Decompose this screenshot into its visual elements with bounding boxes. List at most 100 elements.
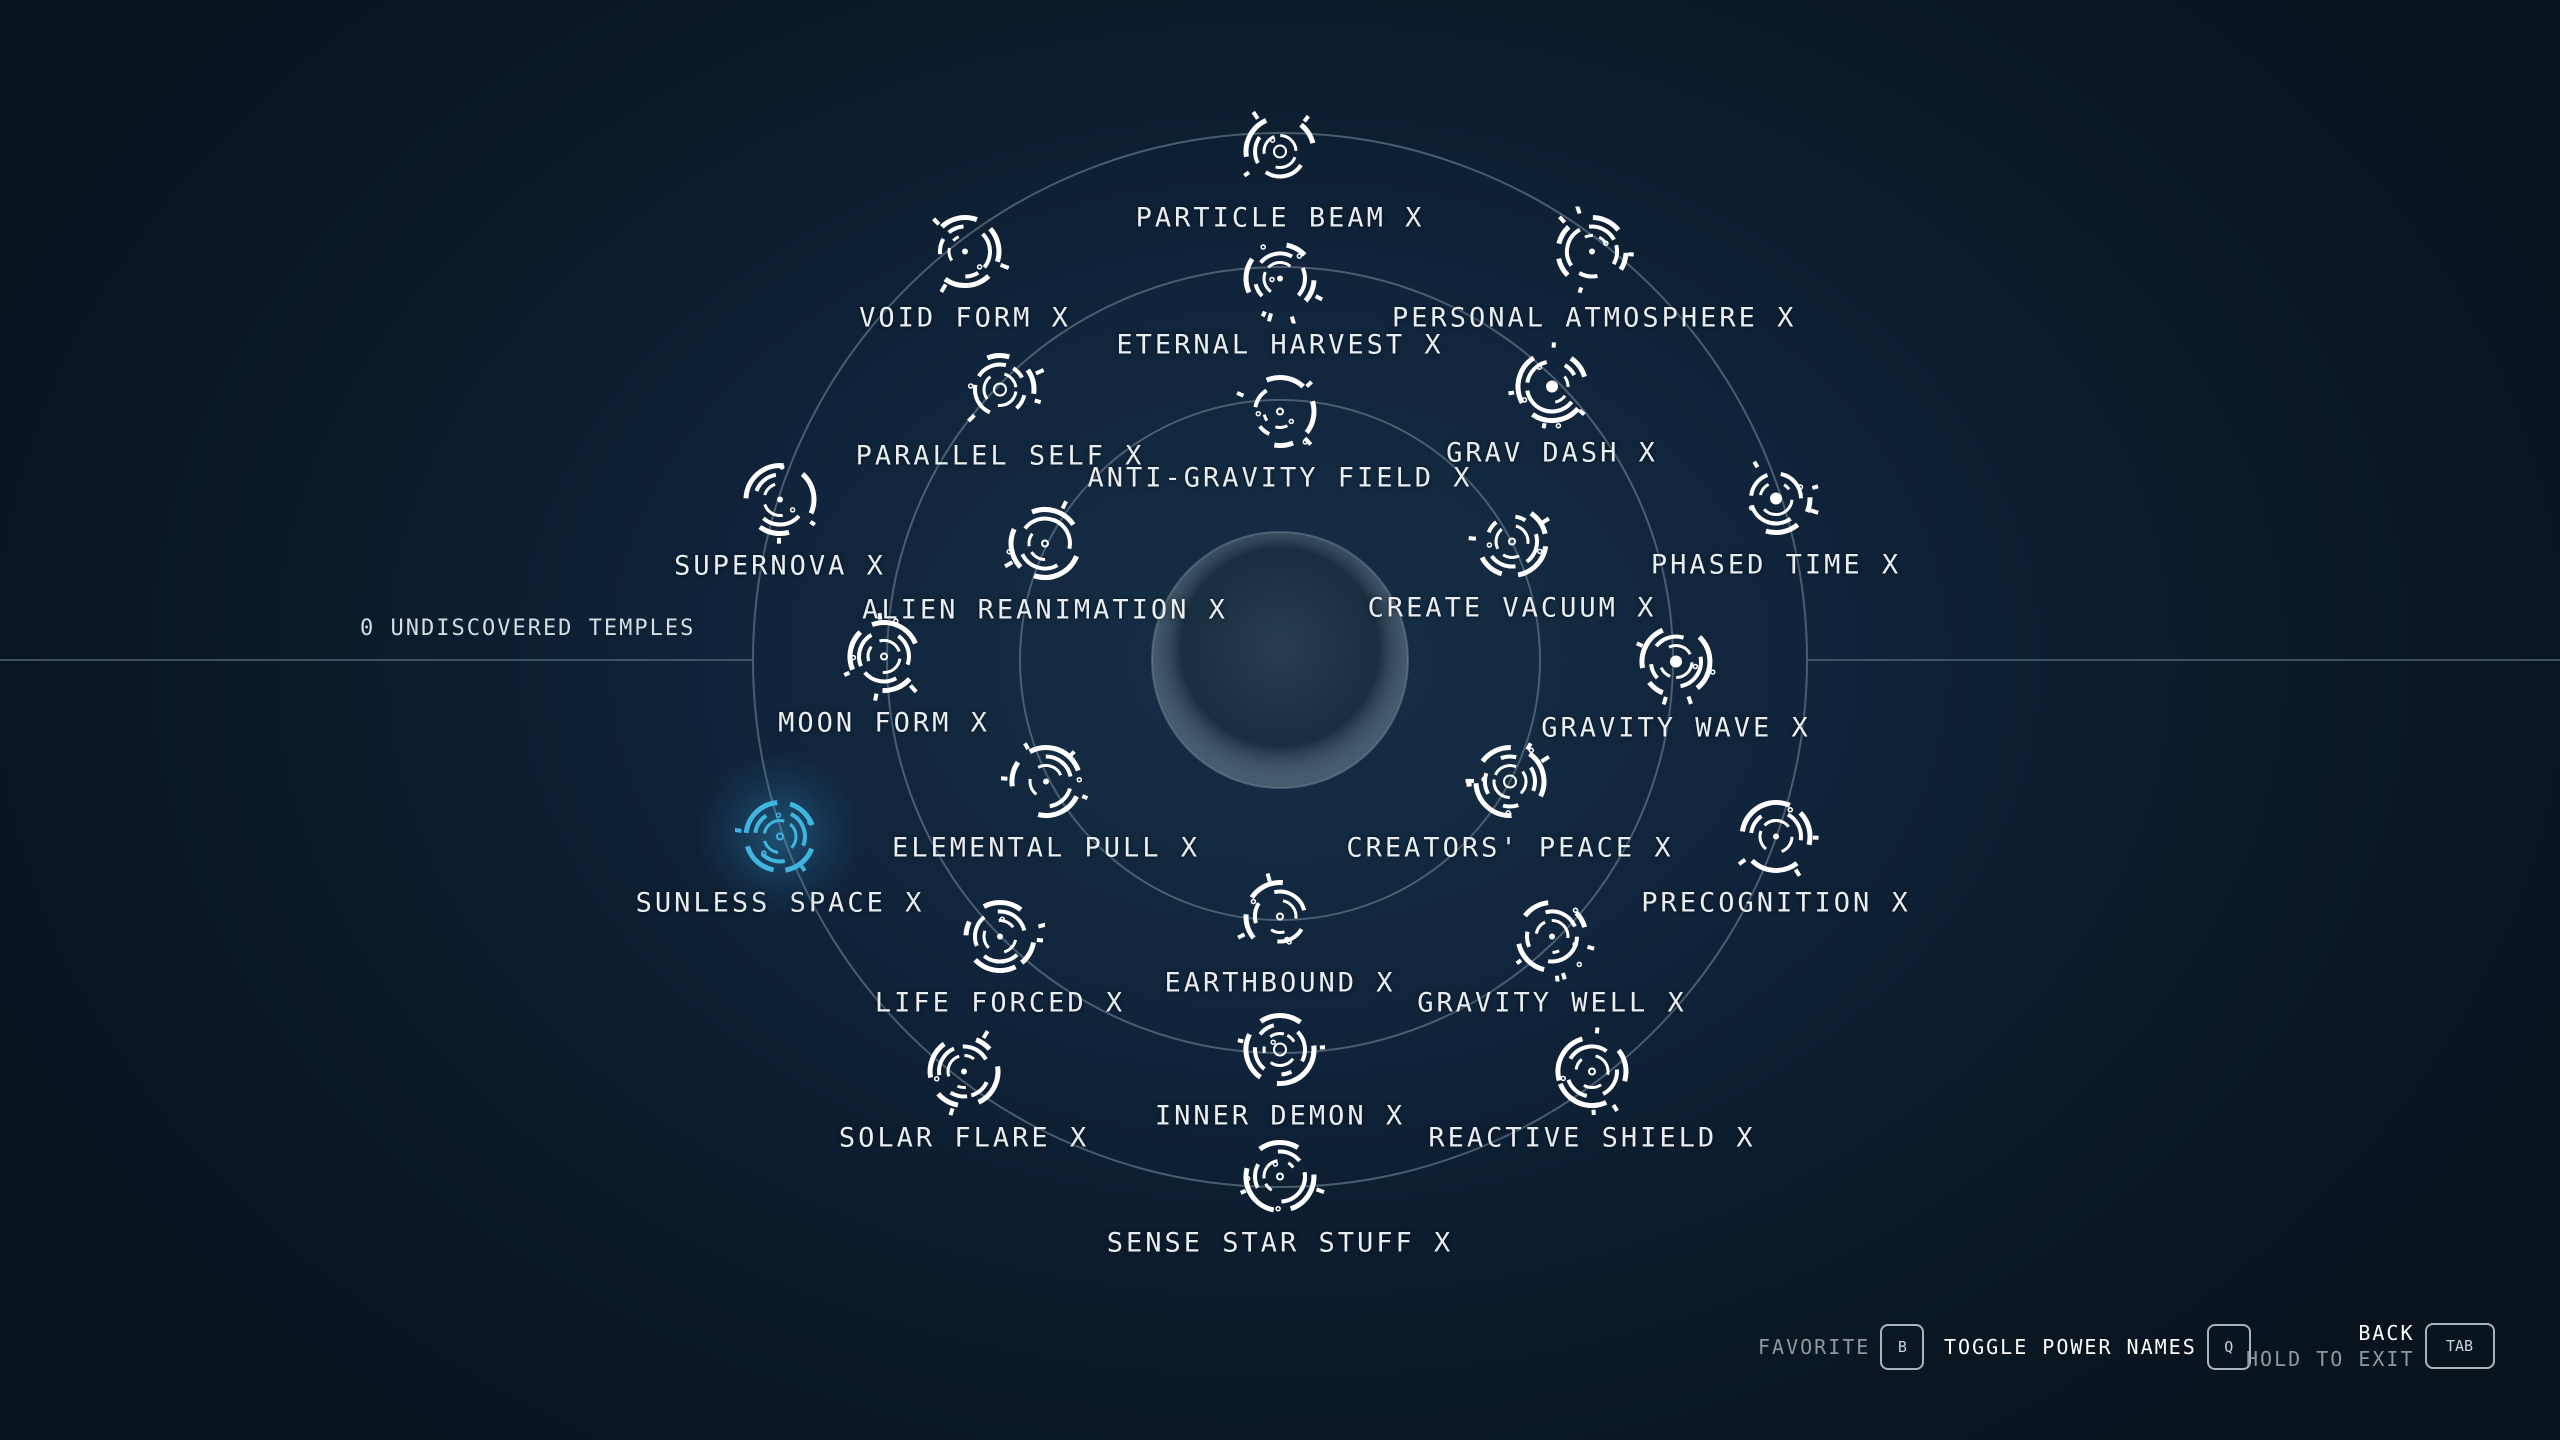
power-glyph: [843, 612, 918, 701]
power-glyph: [1556, 206, 1634, 294]
power-glyph: [927, 1030, 1001, 1116]
eternal-harvest-icon: [1080, 234, 1480, 324]
power-label: REACTIVE SHIELD X: [1428, 1122, 1756, 1154]
power-moon-form[interactable]: MOON FORM X: [684, 612, 1084, 739]
power-sense-star-stuff[interactable]: SENSE STAR STUFF X: [1080, 1132, 1480, 1259]
power-life-forced[interactable]: LIFE FORCED X: [800, 892, 1200, 1019]
power-label: ELEMENTAL PULL X: [891, 832, 1201, 864]
power-glyph: [1243, 242, 1323, 324]
gravity-well-icon: [1352, 892, 1752, 982]
toggle-power-names-label: TOGGLE POWER NAMES: [1944, 1335, 2197, 1359]
outer-ring: [752, 132, 1808, 1188]
power-glyph: [1737, 799, 1819, 877]
power-label: SUPERNOVA X: [674, 550, 886, 582]
solar-flare-icon: [764, 1027, 1164, 1117]
power-label: LIFE FORCED X: [874, 987, 1126, 1019]
power-glyph: [743, 463, 817, 544]
power-glyph: [1465, 742, 1550, 819]
back-hint[interactable]: BACK HOLD TO EXIT TAB: [2246, 1320, 2495, 1372]
personal-atmosphere-icon: [1392, 206, 1792, 297]
power-label: CREATORS' PEACE X: [1346, 832, 1674, 864]
life-forced-icon: [800, 892, 1200, 982]
power-glyph: [1635, 627, 1716, 705]
power-inner-demon[interactable]: INNER DEMON X: [1080, 1005, 1480, 1132]
alien-reanimation-icon: [845, 499, 1245, 589]
create-vacuum-icon: [1312, 497, 1712, 587]
power-elemental-pull[interactable]: ELEMENTAL PULL X: [846, 737, 1246, 864]
power-glyph: [932, 215, 1010, 294]
sunless-space-icon: [580, 792, 980, 882]
moon-form-icon: [684, 612, 1084, 702]
elemental-pull-icon: [846, 737, 1246, 827]
power-grav-dash[interactable]: GRAV DASH X: [1352, 342, 1752, 469]
undiscovered-temples-counter: 0 UNDISCOVERED TEMPLES: [360, 616, 696, 641]
power-gravity-well[interactable]: GRAVITY WELL X: [1352, 892, 1752, 1019]
back-labels: BACK HOLD TO EXIT: [2246, 1320, 2415, 1372]
power-label: ETERNAL HARVEST X: [1116, 329, 1444, 361]
power-glyph: [1237, 1013, 1325, 1087]
power-anti-gravity-field[interactable]: ANTI-GRAVITY FIELD X: [1080, 367, 1480, 494]
power-particle-beam[interactable]: PARTICLE BEAM X: [1080, 107, 1480, 234]
power-glyph: [1508, 342, 1587, 429]
power-label: INNER DEMON X: [1154, 1100, 1406, 1132]
power-label: SOLAR FLARE X: [838, 1122, 1090, 1154]
power-precognition[interactable]: PRECOGNITION X: [1576, 792, 1976, 919]
power-supernova[interactable]: SUPERNOVA X: [580, 455, 980, 582]
power-label: SENSE STAR STUFF X: [1106, 1227, 1454, 1259]
parallel-self-icon: [800, 345, 1200, 435]
toggle-power-names-hint[interactable]: TOGGLE POWER NAMES Q: [1944, 1324, 2251, 1370]
power-alien-reanimation[interactable]: ALIEN REANIMATION X: [845, 499, 1245, 626]
toggle-power-names-key[interactable]: Q: [2206, 1324, 2251, 1370]
power-gravity-wave[interactable]: GRAVITY WAVE X: [1476, 617, 1876, 744]
power-void-form[interactable]: VOID FORM X: [765, 207, 1165, 334]
sense-star-stuff-icon: [1080, 1132, 1480, 1222]
power-personal-atmosphere[interactable]: PERSONAL ATMOSPHERE X: [1392, 206, 1797, 334]
creators-peace-icon: [1310, 737, 1710, 827]
power-glyph: [963, 900, 1045, 974]
power-parallel-self[interactable]: PARALLEL SELF X: [800, 345, 1200, 472]
power-glyph: [1239, 1139, 1325, 1213]
power-label: GRAV DASH X: [1446, 437, 1658, 469]
favorite-key[interactable]: B: [1880, 1324, 1925, 1370]
power-glyph: [1515, 900, 1595, 982]
hold-to-exit-label: HOLD TO EXIT: [2246, 1347, 2415, 1371]
power-glyph: [1243, 110, 1316, 179]
inner-demon-icon: [1080, 1005, 1480, 1095]
power-label: PRECOGNITION X: [1641, 887, 1911, 919]
power-label: VOID FORM X: [859, 302, 1071, 334]
supernova-icon: [580, 455, 980, 545]
power-creators-peace[interactable]: CREATORS' PEACE X: [1310, 737, 1710, 864]
power-glyph: [1748, 460, 1819, 536]
power-phased-time[interactable]: PHASED TIME X: [1576, 454, 1976, 581]
power-eternal-harvest[interactable]: ETERNAL HARVEST X: [1080, 234, 1480, 361]
void-form-icon: [765, 207, 1165, 297]
power-solar-flare[interactable]: SOLAR FLARE X: [764, 1027, 1164, 1154]
moon-center: [1152, 532, 1408, 788]
favorite-hint[interactable]: FAVORITE B: [1758, 1324, 1925, 1370]
power-glyph: [1237, 872, 1307, 945]
power-glyph: [1001, 742, 1089, 818]
power-label: PERSONAL ATMOSPHERE X: [1392, 302, 1797, 334]
power-glyph: [1468, 511, 1550, 578]
power-glyph: [1004, 500, 1079, 580]
power-label: CREATE VACUUM X: [1367, 592, 1657, 624]
power-label: PARTICLE BEAM X: [1135, 202, 1425, 234]
power-reactive-shield[interactable]: REACTIVE SHIELD X: [1392, 1027, 1792, 1154]
back-label: BACK: [2358, 1321, 2415, 1345]
particle-beam-icon: [1080, 107, 1480, 197]
power-label: ANTI-GRAVITY FIELD X: [1087, 462, 1473, 494]
power-create-vacuum[interactable]: CREATE VACUUM X: [1312, 497, 1712, 624]
power-label: GRAVITY WAVE X: [1541, 712, 1811, 744]
power-glyph: [1236, 374, 1317, 448]
power-label: SUNLESS SPACE X: [635, 887, 925, 919]
power-glyph: [967, 353, 1045, 423]
gravity-wave-icon: [1476, 617, 1876, 707]
power-label: EARTHBOUND X: [1164, 967, 1396, 999]
back-key[interactable]: TAB: [2424, 1323, 2495, 1369]
power-earthbound[interactable]: EARTHBOUND X: [1080, 872, 1480, 999]
power-label: PARALLEL SELF X: [855, 440, 1145, 472]
power-label: MOON FORM X: [778, 707, 990, 739]
